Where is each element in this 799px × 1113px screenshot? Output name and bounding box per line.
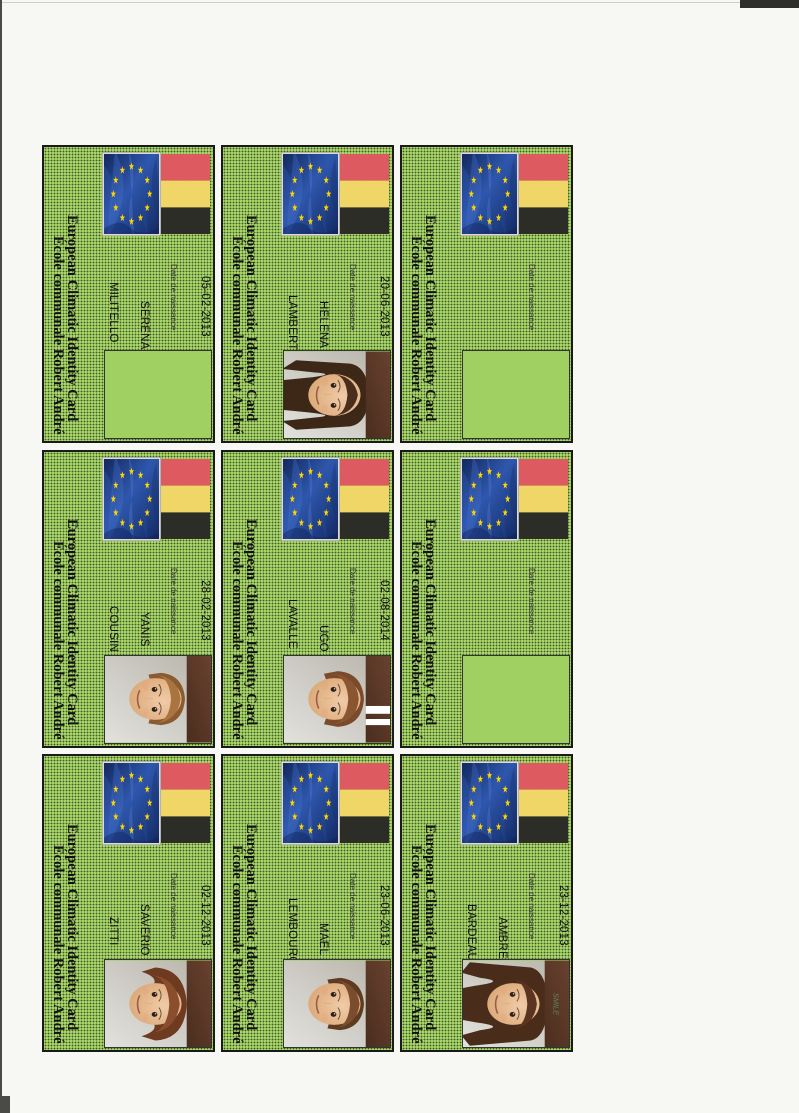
svg-text:SMILE: SMILE	[551, 992, 560, 1014]
